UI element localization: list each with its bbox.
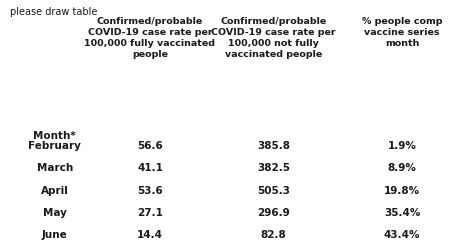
Text: 41.1: 41.1 xyxy=(137,163,163,173)
Text: May: May xyxy=(43,208,67,218)
Text: 82.8: 82.8 xyxy=(261,230,287,241)
Text: 385.8: 385.8 xyxy=(257,141,290,151)
Text: 19.8%: 19.8% xyxy=(384,186,420,196)
Text: 27.1: 27.1 xyxy=(137,208,163,218)
Text: 296.9: 296.9 xyxy=(258,208,290,218)
Text: Month*: Month* xyxy=(33,131,76,141)
Text: Confirmed/probable
COVID-19 case rate per
100,000 not fully
vaccinated people: Confirmed/probable COVID-19 case rate pe… xyxy=(211,17,336,59)
Text: March: March xyxy=(37,163,73,173)
Text: February: February xyxy=(28,141,81,151)
Text: 8.9%: 8.9% xyxy=(388,163,416,173)
Text: June: June xyxy=(42,230,68,241)
Text: 43.4%: 43.4% xyxy=(384,230,420,241)
Text: 56.6: 56.6 xyxy=(137,141,163,151)
Text: 1.9%: 1.9% xyxy=(388,141,416,151)
Text: please draw table: please draw table xyxy=(10,7,97,17)
Text: 505.3: 505.3 xyxy=(257,186,290,196)
Text: 53.6: 53.6 xyxy=(137,186,163,196)
Text: 382.5: 382.5 xyxy=(257,163,290,173)
Text: April: April xyxy=(41,186,69,196)
Text: 14.4: 14.4 xyxy=(137,230,163,241)
Text: Confirmed/probable
COVID-19 case rate per
100,000 fully vaccinated
people: Confirmed/probable COVID-19 case rate pe… xyxy=(84,17,216,59)
Text: % people comp
vaccine series
month: % people comp vaccine series month xyxy=(362,17,443,48)
Text: 35.4%: 35.4% xyxy=(384,208,420,218)
